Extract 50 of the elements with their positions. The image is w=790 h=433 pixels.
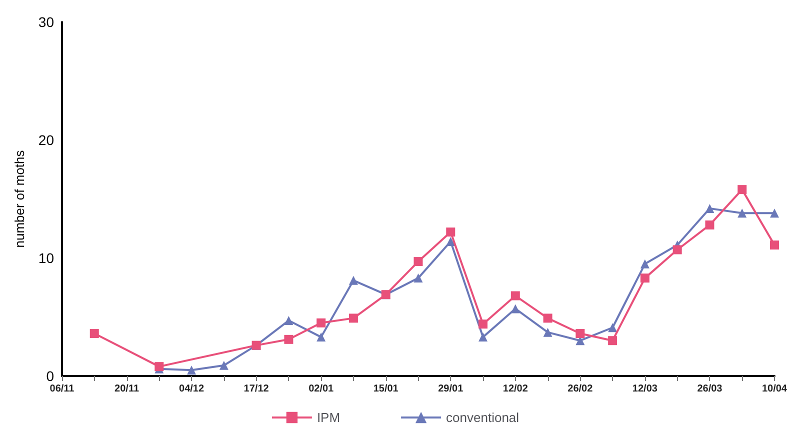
point — [738, 185, 747, 194]
point — [672, 245, 682, 254]
point — [640, 274, 650, 283]
x-tick-label: 26/03 — [697, 384, 723, 394]
y-tick-label: 30 — [38, 14, 54, 30]
point — [705, 204, 714, 213]
y-tick-label: 20 — [38, 132, 54, 148]
point — [284, 334, 294, 344]
point — [705, 220, 714, 230]
point — [446, 236, 456, 246]
point — [414, 274, 423, 283]
x-tick-label: 26/02 — [568, 384, 594, 394]
point — [478, 320, 488, 329]
legend-label: conventional — [446, 410, 520, 425]
point — [187, 366, 196, 375]
point — [316, 332, 326, 342]
x-tick-label: 12/02 — [502, 384, 528, 394]
x-tick-label: 20/11 — [114, 384, 140, 394]
point — [510, 304, 520, 314]
point — [446, 228, 456, 237]
x-tick-label: 06/11 — [50, 384, 75, 394]
point — [770, 208, 779, 218]
x-tick-label: 12/03 — [632, 384, 658, 394]
point — [414, 257, 423, 266]
point — [510, 291, 520, 300]
point — [348, 276, 358, 285]
x-tick-label: 15/01 — [373, 384, 399, 394]
x-tick-label: 02/01 — [308, 384, 334, 394]
point — [478, 332, 488, 342]
y-tick-label: 10 — [38, 250, 54, 266]
point — [316, 318, 326, 328]
point — [348, 314, 358, 323]
point — [608, 336, 618, 346]
point — [640, 259, 650, 268]
legend-label: IPM — [316, 410, 340, 425]
point — [543, 314, 552, 323]
point — [608, 323, 618, 332]
x-tick-label: 10/04 — [762, 384, 788, 394]
point — [770, 240, 779, 250]
point — [219, 360, 228, 370]
y-tick-label: 0 — [46, 368, 54, 384]
x-tick-label: 17/12 — [244, 384, 270, 394]
point — [543, 328, 552, 337]
point — [738, 208, 747, 218]
y-axis-title: number of moths — [12, 150, 27, 248]
x-tick-label: 29/01 — [438, 384, 464, 394]
point — [90, 329, 99, 338]
x-tick-label: 04/12 — [179, 384, 204, 394]
point — [284, 316, 294, 326]
point — [576, 329, 585, 338]
